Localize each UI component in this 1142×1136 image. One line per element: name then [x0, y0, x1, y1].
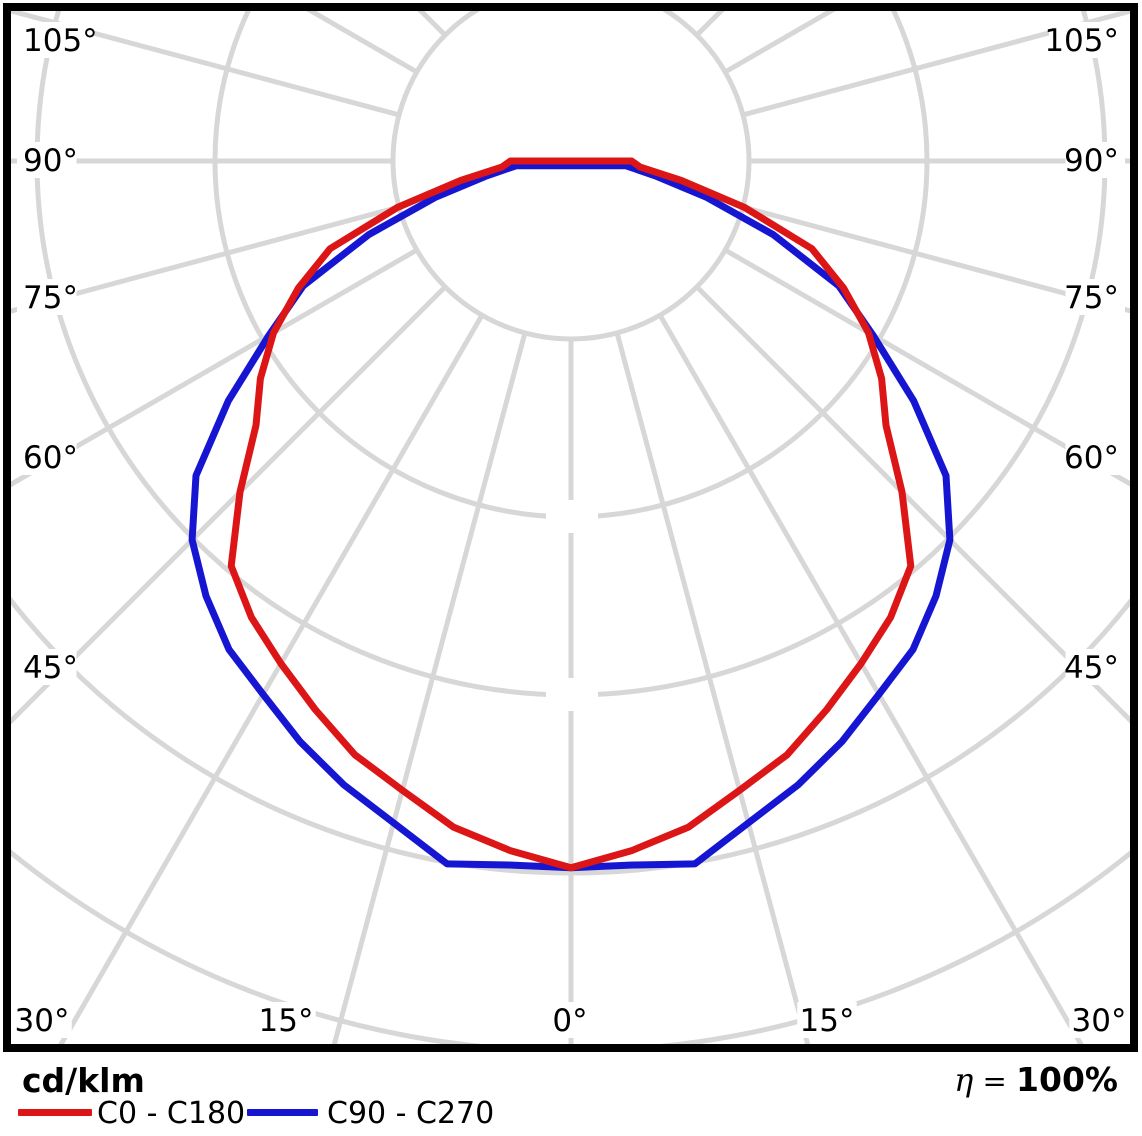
angle-label-bottom-2: 0° [552, 1003, 587, 1039]
grid-radial-30 [657, 313, 1084, 1044]
angle-label-bg [1049, 22, 1125, 58]
legend-label-c0-c180: C0 - C180 [97, 1096, 246, 1131]
angle-label-left-45: 45° [23, 650, 78, 686]
angle-label-left-60: 60° [23, 440, 78, 476]
plot-border [3, 3, 1138, 1052]
unit-label: cd/klm [22, 1061, 145, 1100]
angle-label-bg [17, 439, 77, 475]
angle-label-bg [797, 1002, 857, 1038]
angle-label-bg [17, 279, 77, 315]
angle-label-right-90: 90° [1064, 143, 1119, 179]
angle-label-bottom-1: 15° [259, 1003, 314, 1039]
angle-label-right-45: 45° [1064, 650, 1119, 686]
angle-label-bg [256, 1002, 316, 1038]
angle-label-bg [17, 22, 93, 58]
eta-equals: = [973, 1064, 1017, 1098]
grid-radial-75 [742, 204, 1130, 314]
grid-radial-30 [58, 313, 485, 1044]
grid-radial-45 [11, 285, 447, 725]
legend-swatch-c0-c180 [18, 1109, 92, 1116]
angle-label-right-105: 105° [1044, 23, 1119, 59]
grid-radial-105 [11, 11, 400, 118]
angle-label-right-60: 60° [1064, 440, 1119, 476]
grid-radial-15 [614, 332, 811, 1044]
angle-label-bottom-0: 30° [15, 1003, 70, 1039]
angle-label-bg [1065, 649, 1125, 685]
ring-value-blank-box [546, 678, 598, 711]
grid-radial-45 [695, 285, 1130, 724]
angle-label-bg [12, 1002, 72, 1038]
ring-value-blank-box [546, 500, 598, 533]
efficiency-label: η = 100% [954, 1060, 1118, 1099]
grid-radial-105 [742, 11, 1130, 118]
angle-label-bottom-4: 30° [1072, 1003, 1127, 1039]
angle-label-bottom-3: 15° [800, 1003, 855, 1039]
angle-label-right-75: 75° [1064, 280, 1119, 316]
eta-value: 100% [1016, 1060, 1118, 1099]
legend-label-c90-c270: C90 - C270 [327, 1096, 495, 1131]
angle-label-left-75: 75° [23, 280, 78, 316]
angle-label-bg [548, 1002, 592, 1038]
angle-label-bg [1065, 439, 1125, 475]
grid-radial-60 [11, 247, 419, 488]
grid-radial-75 [11, 204, 400, 314]
curve-c0-c180 [227, 157, 915, 872]
eta-symbol: η [954, 1061, 974, 1099]
angle-label-left-105: 105° [23, 23, 98, 59]
angle-label-bg [17, 142, 77, 178]
angle-label-bg [1065, 142, 1125, 178]
angle-label-bg [17, 649, 77, 685]
angle-label-left-90: 90° [23, 143, 78, 179]
angle-label-bg [1065, 279, 1125, 315]
angle-label-bg [1069, 1002, 1129, 1038]
grid-radial-15 [331, 332, 528, 1044]
grid-radial-60 [723, 247, 1130, 487]
legend-swatch-c90-c270 [247, 1109, 318, 1116]
